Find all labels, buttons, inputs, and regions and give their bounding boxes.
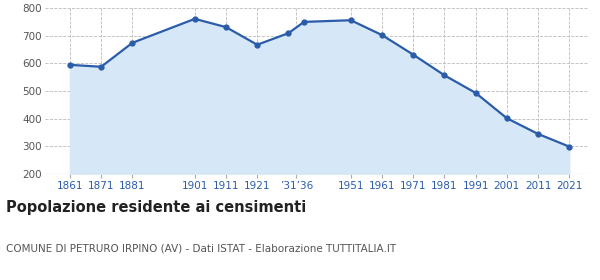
Text: Popolazione residente ai censimenti: Popolazione residente ai censimenti — [6, 200, 306, 215]
Text: COMUNE DI PETRURO IRPINO (AV) - Dati ISTAT - Elaborazione TUTTITALIA.IT: COMUNE DI PETRURO IRPINO (AV) - Dati IST… — [6, 244, 396, 254]
